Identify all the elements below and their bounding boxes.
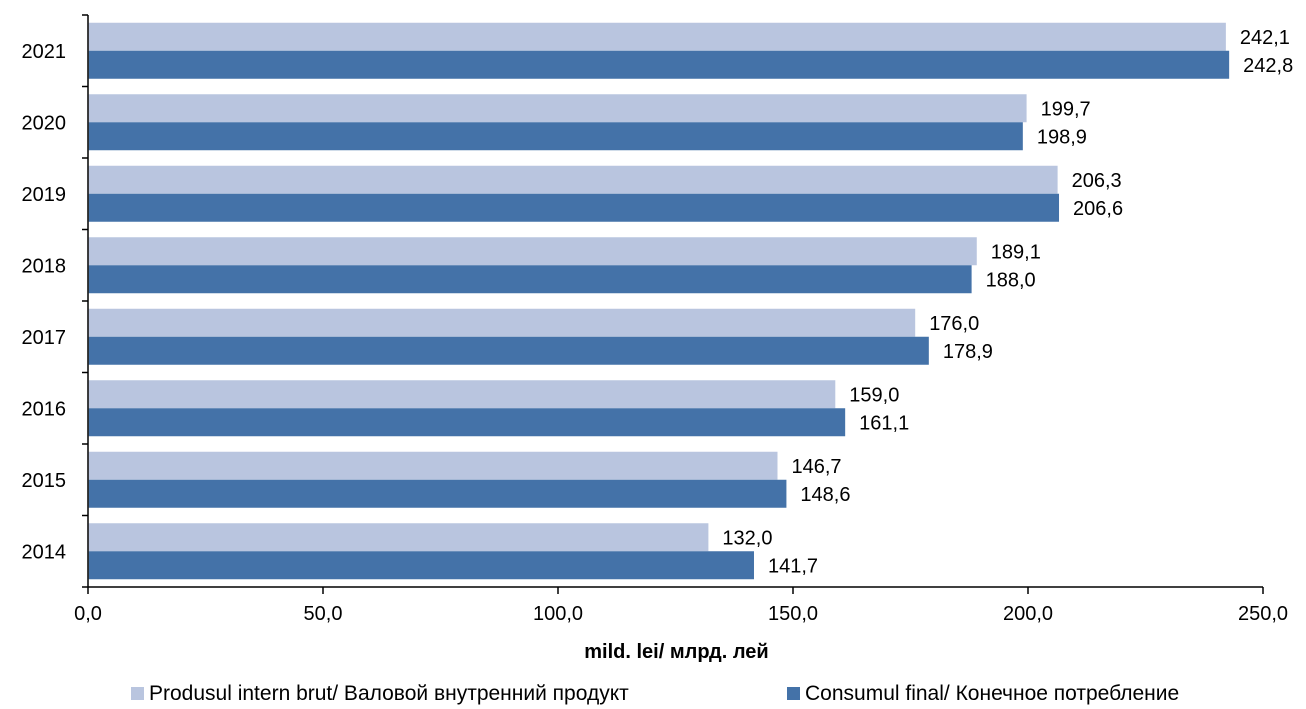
data-label-consumption-2020: 198,9	[1037, 126, 1087, 148]
bar-consumption-2019	[88, 193, 1060, 222]
bar-consumption-2020	[88, 122, 1023, 151]
legend-label-gdp: Produsul intern brut/ Валовой внутренний…	[149, 682, 629, 705]
data-label-gdp-2019: 206,3	[1072, 170, 1122, 192]
bar-gdp-2021	[88, 22, 1226, 51]
data-label-consumption-2018: 188,0	[986, 269, 1036, 291]
y-tick-label-2017: 2017	[22, 327, 67, 349]
y-tick-label-2021: 2021	[22, 41, 67, 63]
bars-group	[88, 22, 1230, 580]
data-label-consumption-2014: 141,7	[768, 555, 818, 577]
data-label-gdp-2018: 189,1	[991, 241, 1041, 263]
data-label-gdp-2020: 199,7	[1041, 98, 1091, 120]
bar-consumption-2017	[88, 336, 929, 365]
x-tick-label: 50,0	[304, 603, 343, 625]
bar-gdp-2020	[88, 94, 1027, 123]
data-label-consumption-2017: 178,9	[943, 341, 993, 363]
x-ticks-group: 0,0 50,0 100,0 150,0 200,0 250,0	[74, 587, 1288, 625]
bar-consumption-2016	[88, 408, 846, 437]
x-tick-label: 200,0	[1003, 603, 1053, 625]
y-tick-label-2020: 2020	[22, 112, 67, 134]
x-tick-label: 250,0	[1238, 603, 1288, 625]
bar-consumption-2018	[88, 265, 972, 294]
bar-consumption-2015	[88, 479, 787, 508]
y-tick-label-2016: 2016	[22, 398, 67, 420]
bar-gdp-2018	[88, 237, 977, 266]
legend: Produsul intern brut/ Валовой внутренний…	[131, 682, 1179, 705]
data-label-consumption-2015: 148,6	[800, 484, 850, 506]
data-label-gdp-2021: 242,1	[1240, 27, 1290, 49]
bar-consumption-2021	[88, 50, 1230, 79]
legend-swatch-consumption	[787, 687, 800, 700]
legend-label-consumption: Consumul final/ Конечное потребление	[805, 682, 1179, 705]
bar-gdp-2016	[88, 380, 836, 409]
data-label-gdp-2017: 176,0	[929, 313, 979, 335]
y-tick-label-2018: 2018	[22, 255, 67, 277]
y-ticks-group: 2021 2020 2019 2018 2017 2016 2015 2014	[22, 14, 88, 588]
bar-gdp-2017	[88, 308, 916, 337]
y-tick-label-2019: 2019	[22, 184, 67, 206]
x-tick-label: 0,0	[74, 603, 102, 625]
data-labels-group: 242,1 242,8 199,7 198,9 206,3 206,6 189,1 188,0…	[722, 27, 1293, 578]
bar-gdp-2019	[88, 165, 1058, 194]
x-axis-title: mild. lei/ млрд. лей	[584, 641, 768, 663]
data-label-gdp-2014: 132,0	[722, 527, 772, 549]
data-label-consumption-2021: 242,8	[1243, 55, 1293, 77]
data-label-consumption-2016: 161,1	[859, 412, 909, 434]
x-tick-label: 100,0	[533, 603, 583, 625]
y-tick-label-2014: 2014	[22, 541, 67, 563]
legend-swatch-gdp	[131, 687, 144, 700]
data-label-gdp-2015: 146,7	[791, 456, 841, 478]
data-label-consumption-2019: 206,6	[1073, 198, 1123, 220]
x-tick-label: 150,0	[768, 603, 818, 625]
bar-gdp-2014	[88, 523, 709, 552]
data-label-gdp-2016: 159,0	[849, 384, 899, 406]
y-tick-label-2015: 2015	[22, 470, 67, 492]
bar-gdp-2015	[88, 451, 778, 480]
bar-consumption-2014	[88, 551, 754, 580]
